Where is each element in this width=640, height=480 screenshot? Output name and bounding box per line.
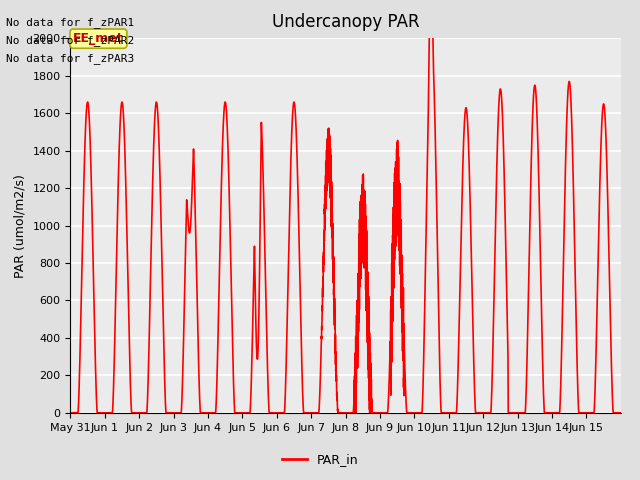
Title: Undercanopy PAR: Undercanopy PAR <box>272 13 419 31</box>
Legend: PAR_in: PAR_in <box>276 448 364 471</box>
Text: No data for f_zPAR2: No data for f_zPAR2 <box>6 35 134 46</box>
Text: No data for f_zPAR1: No data for f_zPAR1 <box>6 17 134 28</box>
Y-axis label: PAR (umol/m2/s): PAR (umol/m2/s) <box>14 174 27 277</box>
Text: No data for f_zPAR3: No data for f_zPAR3 <box>6 53 134 64</box>
Text: EE_met: EE_met <box>73 32 124 45</box>
